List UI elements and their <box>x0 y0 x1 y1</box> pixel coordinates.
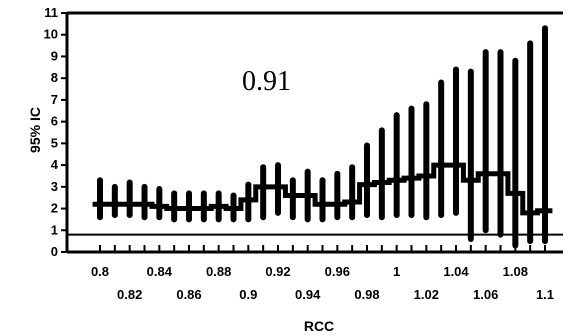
x-tick-label: 0.8 <box>91 264 109 279</box>
x-axis-ticks: 0.8 0.84 0.88 0.92 0.96 1 1.04 1.08 0.82 0.86 0.9 0… <box>91 245 554 302</box>
y-tick-label: 6 <box>51 114 58 129</box>
y-tick-label: 5 <box>51 135 58 150</box>
y-tick-label: 11 <box>44 5 58 20</box>
y-tick-label: 9 <box>51 48 58 63</box>
y-axis-label: 95% IC <box>27 107 43 153</box>
estimate-point <box>498 171 503 177</box>
estimate-point <box>231 206 236 212</box>
estimate-point <box>201 206 207 212</box>
y-tick-label: 4 <box>51 157 59 172</box>
estimate-point <box>409 175 414 181</box>
x-tick-label: 0.92 <box>265 264 290 279</box>
x-tick-label: 0.84 <box>147 264 173 279</box>
x-tick-label: 1.04 <box>443 264 469 279</box>
x-tick-label: 0.98 <box>354 287 379 302</box>
estimate-point <box>127 201 133 207</box>
x-tick-label: 0.9 <box>239 287 257 302</box>
estimate-point <box>364 182 370 188</box>
estimate-point <box>394 177 400 183</box>
estimate-point <box>156 203 162 209</box>
x-tick-label: 0.94 <box>295 287 321 302</box>
x-tick-label: 1.06 <box>473 287 498 302</box>
y-tick-label: 7 <box>51 92 58 107</box>
x-tick-label: 1.02 <box>414 287 439 302</box>
estimate-point <box>483 171 489 177</box>
estimate-point <box>216 203 222 209</box>
x-tick-label: 1 <box>393 264 400 279</box>
estimate-point <box>379 179 385 185</box>
x-axis-label: RCC <box>304 318 334 334</box>
estimate-point <box>453 162 459 168</box>
estimate-point <box>320 201 325 207</box>
y-tick-label: 8 <box>51 70 58 85</box>
estimate-point <box>112 201 118 207</box>
estimate-point <box>423 173 429 179</box>
estimate-line <box>92 162 553 216</box>
estimate-point <box>171 206 177 212</box>
plot-area <box>65 11 563 254</box>
estimate-point <box>527 210 533 216</box>
estimate-point <box>305 193 311 199</box>
estimate-point <box>142 201 147 207</box>
x-tick-label: 1.08 <box>503 264 528 279</box>
estimate-point <box>438 162 444 168</box>
estimate-point <box>186 206 192 212</box>
y-tick-label: 2 <box>51 201 58 216</box>
x-tick-label: 0.82 <box>117 287 142 302</box>
x-tick-label: 0.86 <box>176 287 201 302</box>
x-tick-label: 0.96 <box>325 264 350 279</box>
error-bars <box>97 25 548 249</box>
x-tick-label: 0.88 <box>206 264 231 279</box>
y-axis-ticks: 0 1 2 3 4 5 6 7 8 9 10 11 <box>44 5 67 259</box>
x-tick-label: 1.1 <box>536 287 554 302</box>
y-tick-label: 10 <box>44 27 58 42</box>
estimate-point <box>290 193 296 199</box>
estimate-point <box>468 177 474 183</box>
estimate-point <box>275 184 281 190</box>
estimate-point <box>512 190 518 196</box>
estimate-point <box>260 184 266 190</box>
estimate-point <box>245 197 251 203</box>
y-tick-label: 3 <box>51 179 58 194</box>
estimate-point <box>349 199 355 205</box>
y-tick-label: 1 <box>51 222 58 237</box>
estimate-point <box>542 208 548 214</box>
y-tick-label: 0 <box>51 244 58 259</box>
estimate-point <box>334 201 340 207</box>
estimate-point <box>97 201 103 207</box>
annotation-value: 0.91 <box>242 66 291 97</box>
